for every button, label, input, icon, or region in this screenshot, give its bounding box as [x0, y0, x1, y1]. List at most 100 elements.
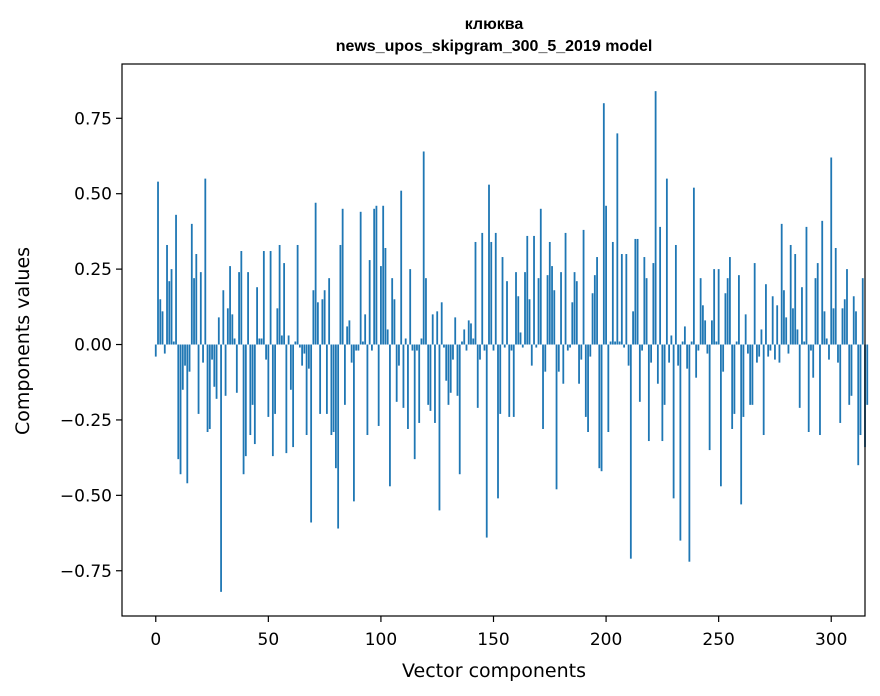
bar [814, 278, 817, 345]
bar [258, 338, 261, 345]
bar [177, 344, 180, 460]
bar [323, 290, 326, 345]
bar [629, 344, 632, 559]
bar [852, 296, 855, 345]
bar [503, 344, 506, 348]
bar [235, 344, 238, 393]
bar [578, 344, 580, 384]
bar [287, 335, 290, 345]
bar [616, 133, 619, 345]
bar [555, 344, 558, 490]
bar [668, 344, 671, 363]
y-tick-label: 0.50 [74, 185, 112, 205]
bar [672, 344, 675, 499]
bar [269, 251, 272, 345]
x-axis-ticks: 0 50 100 150 200 250 300 [150, 616, 847, 650]
bar [713, 269, 716, 345]
bar [861, 278, 864, 345]
bar [325, 344, 328, 414]
bar [413, 344, 416, 460]
bar [402, 344, 405, 408]
bar [717, 269, 720, 345]
bar [204, 178, 207, 345]
bar [564, 232, 567, 345]
bar [420, 338, 423, 345]
bar [292, 344, 295, 448]
bar [384, 248, 387, 345]
bar [528, 299, 531, 345]
bar [400, 190, 403, 345]
bar [665, 178, 668, 345]
bar [303, 344, 306, 354]
bar [501, 257, 504, 345]
bar [371, 344, 373, 351]
y-tick-label: −0.25 [60, 411, 112, 431]
bar [206, 344, 209, 432]
bar [674, 244, 677, 345]
bar [456, 344, 459, 396]
bar [780, 223, 783, 345]
bar [485, 344, 488, 538]
bar [828, 344, 830, 360]
chart-title-line1: клюква [465, 16, 524, 33]
bar [163, 344, 166, 354]
bar [344, 344, 346, 405]
bar [762, 344, 765, 436]
bar [517, 296, 520, 345]
bar [472, 338, 475, 345]
bar [866, 344, 869, 405]
bar [632, 311, 634, 345]
bar [519, 332, 522, 345]
bar [722, 344, 725, 372]
bar [638, 344, 641, 402]
bar [821, 220, 824, 345]
bar [328, 278, 331, 345]
bar [461, 341, 463, 345]
bar [584, 344, 587, 417]
bar [416, 344, 418, 351]
bar [776, 305, 779, 345]
bar [499, 344, 502, 414]
x-tick-label: 250 [702, 630, 734, 650]
bar [341, 208, 344, 345]
y-tick-label: −0.50 [60, 486, 112, 506]
bar [839, 344, 842, 423]
bar [256, 287, 258, 345]
bar [337, 344, 340, 529]
plot-frame [121, 63, 866, 617]
bar [172, 341, 175, 345]
bar [452, 344, 454, 360]
x-tick-label: 50 [258, 630, 280, 650]
bar [683, 326, 686, 345]
chart-title-line2: news_upos_skipgram_300_5_2019 model [336, 38, 653, 55]
bar [810, 344, 812, 351]
bar [605, 205, 607, 345]
bar [220, 344, 222, 592]
bar [783, 290, 785, 345]
bar [834, 248, 837, 345]
bar [726, 278, 729, 345]
bar [742, 344, 745, 417]
bar [756, 344, 758, 363]
bar [611, 241, 614, 345]
bar [796, 329, 799, 345]
bar [544, 344, 547, 372]
bar [319, 344, 322, 414]
x-tick-label: 100 [365, 630, 397, 650]
bar [247, 272, 249, 345]
bar [524, 272, 526, 345]
bar [294, 341, 297, 345]
bar [407, 344, 409, 429]
bar [510, 344, 513, 351]
bar [316, 302, 319, 345]
bar [692, 187, 695, 345]
bar [181, 344, 184, 390]
bar [708, 344, 711, 451]
bar [267, 344, 270, 417]
bar [816, 263, 819, 345]
bar [418, 344, 421, 423]
bar [641, 344, 643, 351]
bar [695, 344, 698, 378]
bar [271, 344, 274, 457]
bar [465, 344, 468, 351]
